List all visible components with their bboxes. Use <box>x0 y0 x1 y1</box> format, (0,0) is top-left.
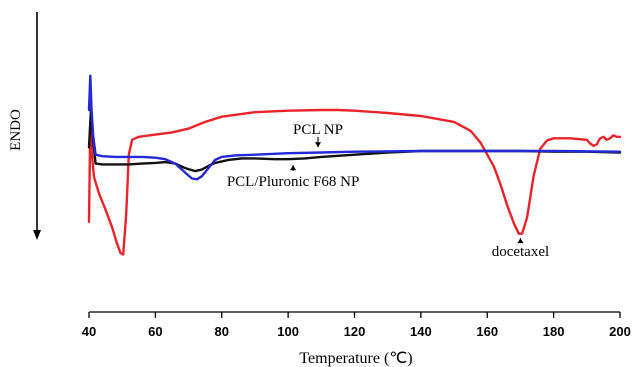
x-tick-label: 140 <box>410 324 432 339</box>
series-line-0 <box>87 108 622 256</box>
x-tick-label: 120 <box>344 324 366 339</box>
x-tick-label: 80 <box>215 324 229 339</box>
annotation-label: PCL/Pluronic F68 NP <box>227 174 360 190</box>
annotation-0: PCL NP <box>293 122 343 148</box>
y-axis-label: ENDO <box>8 109 24 151</box>
x-tick-label: 40 <box>82 324 96 339</box>
x-tick-label: 160 <box>476 324 498 339</box>
series-line-2 <box>87 74 622 181</box>
x-axis-title: Temperature (℃) <box>299 350 412 367</box>
annotation-1: PCL/Pluronic F68 NP <box>227 165 360 190</box>
annotation-arrowhead <box>290 165 297 171</box>
annotation-arrowhead <box>517 238 524 244</box>
annotation-label: PCL NP <box>293 122 343 138</box>
endo-arrow <box>33 12 41 240</box>
annotation-label: docetaxel <box>492 244 549 260</box>
annotation-arrowhead <box>314 142 321 148</box>
x-tick-label: 180 <box>543 324 565 339</box>
x-tick-label: 100 <box>277 324 299 339</box>
x-tick-label: 200 <box>609 324 631 339</box>
x-tick-label: 60 <box>148 324 162 339</box>
annotation-2: docetaxel <box>492 238 549 260</box>
